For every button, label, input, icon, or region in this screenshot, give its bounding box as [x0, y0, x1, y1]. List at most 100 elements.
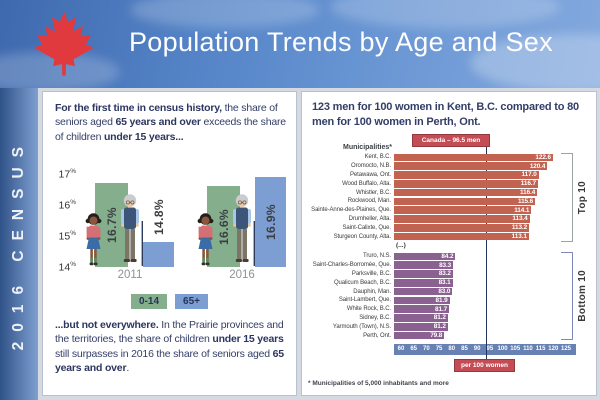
ratio-bar: 113.2: [394, 223, 530, 232]
header-banner: Population Trends by Age and Sex: [0, 0, 600, 88]
intro-bold-3: under 15 years...: [103, 130, 184, 143]
top10-bracket: [561, 153, 573, 242]
axis-unit-badge: per 100 women: [454, 359, 515, 372]
child-figure-icon: [84, 213, 103, 267]
ratio-bar: 81.2: [394, 314, 448, 322]
x-tick-label: 65: [410, 346, 418, 352]
municipality-label: Petawawa, Ont.: [350, 171, 391, 178]
bottom10-rows: Truro, N.S. 84.2 Saint-Charles-Borromée, Q…: [304, 252, 580, 340]
seniors-bar-label: 16.9%: [255, 177, 286, 267]
bar-value: 14.8%: [151, 199, 166, 236]
ratio-bar: 84.2: [394, 252, 456, 261]
x-tick-label: 110: [523, 346, 533, 352]
top10-rows: Kent, B.C. 122.6 Oromocto, N.B. 120.4 Petawa…: [304, 153, 580, 241]
y-tick-label: 14%: [58, 261, 76, 274]
municipality-row: Rockwood, Man. 115.6: [304, 197, 580, 206]
outro-regular-2: still surpasses in 2016 the share of sen…: [55, 347, 273, 360]
x-tick-label: 90: [473, 346, 481, 352]
municipalities-column-header: Municipalities*: [342, 144, 392, 151]
percent-sign: %: [70, 261, 76, 268]
outro-regular-3: .: [126, 362, 130, 375]
bar-value: 16.9%: [263, 204, 278, 241]
bar-value: 113.1: [511, 233, 527, 241]
municipality-label: Kent, B.C.: [364, 154, 391, 161]
municipality-row: Kent, B.C. 122.6: [304, 153, 580, 162]
ratio-bar: 116.4: [394, 188, 538, 197]
bar-track: 84.2: [394, 252, 576, 261]
outro-bold-3: 65 years and over: [55, 347, 284, 375]
bar-track: 120.4: [394, 162, 576, 170]
bar-value: 83.3: [439, 261, 452, 269]
age-chart-group: 16.7% 14.8% 2011: [84, 150, 176, 281]
municipality-label: Whistler, B.C.: [356, 189, 391, 196]
bar-track: 113.4: [394, 215, 576, 223]
municipality-row: Yarmouth (Town), N.S. 81.2: [304, 322, 580, 331]
municipality-row: Truro, N.S. 84.2: [304, 252, 580, 261]
bar-track: 83.0: [394, 287, 576, 296]
percent-sign: %: [70, 230, 76, 237]
canada-reference-line: [485, 147, 488, 371]
bar-value: 120.4: [529, 162, 546, 170]
intro-regular-1: the share of seniors aged: [55, 102, 278, 129]
bar-value: 117.0: [521, 171, 537, 179]
municipality-label: Perth, Ont.: [363, 332, 391, 339]
municipality-label: Saint-Charles-Borromée, Que.: [312, 262, 391, 269]
outro-regular-1: In the Prairie provinces and the territo…: [55, 319, 284, 346]
bar-value: 79.8: [430, 332, 443, 340]
bar-track: 79.8: [394, 331, 576, 340]
municipality-label: Yarmouth (Town), N.S.: [332, 323, 391, 330]
x-tick-label: 75: [435, 346, 443, 352]
y-tick-label: 15%: [58, 230, 76, 243]
municipality-label: Wood Buffalo, Alta.: [342, 180, 391, 187]
bar-track: 114.1: [394, 206, 576, 214]
ratio-bar: 79.8: [394, 331, 445, 340]
bar-value: 81.9: [435, 296, 448, 304]
sex-ratio-panel: 123 men for 100 women in Kent, B.C. comp…: [301, 91, 597, 396]
age-chart-legend: 0-14 65+: [43, 294, 296, 309]
legend-item: 0-14: [131, 294, 168, 309]
municipality-label: Truro, N.S.: [362, 253, 391, 260]
maple-leaf-icon: [34, 11, 94, 76]
bottom10-bracket: [561, 252, 573, 340]
bar-track: 113.2: [394, 223, 576, 232]
municipality-row: Qualicum Beach, B.C. 83.1: [304, 278, 580, 287]
x-tick-label: 125: [560, 346, 572, 352]
sex-ratio-title: 123 men for 100 women in Kent, B.C. comp…: [312, 101, 579, 128]
ratio-bar: 113.4: [394, 215, 530, 223]
outro-text: ...but not everywhere. In the Prairie pr…: [55, 318, 291, 376]
x-tick-label: 70: [423, 346, 430, 352]
municipality-row: Whistler, B.C. 116.4: [304, 188, 580, 197]
x-tick-label: 105: [510, 346, 521, 352]
bar-value: 84.2: [441, 252, 454, 260]
municipality-row: White Rock, B.C. 81.7: [304, 305, 580, 314]
bar-track: 117.0: [394, 171, 576, 179]
municipality-row: Saint-Lambert, Que. 81.9: [304, 296, 580, 305]
senior-figure-icon: [117, 193, 146, 267]
bar-value: 81.2: [433, 314, 446, 322]
ratio-bar: 83.3: [394, 261, 454, 269]
municipality-label: Saint-Lambert, Que.: [338, 297, 391, 304]
seniors-bar: [143, 242, 174, 267]
children-bar-label: 16.6%: [207, 186, 240, 267]
bar-value: 83.1: [438, 279, 451, 287]
age-share-chart: 17% 16% 15% 14% 16.7% 14.8% 2011 16.6%: [51, 150, 291, 284]
bar-value: 16.7%: [104, 207, 119, 244]
x-tick-label: 80: [448, 346, 456, 352]
ratio-bar: 83.2: [394, 270, 453, 278]
senior-figure-icon: [229, 193, 258, 267]
children-bar-label: 16.7%: [95, 183, 128, 267]
outro-bold-1: ...but not everywhere.: [55, 319, 159, 331]
municipality-row: Oromocto, N.B. 120.4: [304, 162, 580, 171]
municipality-label: White Rock, B.C.: [346, 306, 391, 313]
ratio-bar: 83.1: [394, 278, 453, 287]
ratio-bar: 81.2: [394, 322, 448, 331]
ratio-bar: 114.1: [394, 206, 532, 214]
bar-value: 113.2: [511, 224, 528, 232]
bar-value: 116.7: [520, 180, 536, 188]
municipality-row: Petawawa, Ont. 117.0: [304, 171, 580, 180]
bar-track: 81.9: [394, 296, 576, 305]
bar-track: 116.4: [394, 188, 576, 197]
municipality-label: Dauphin, Man.: [353, 288, 391, 295]
ratio-bar: 81.7: [394, 305, 450, 313]
